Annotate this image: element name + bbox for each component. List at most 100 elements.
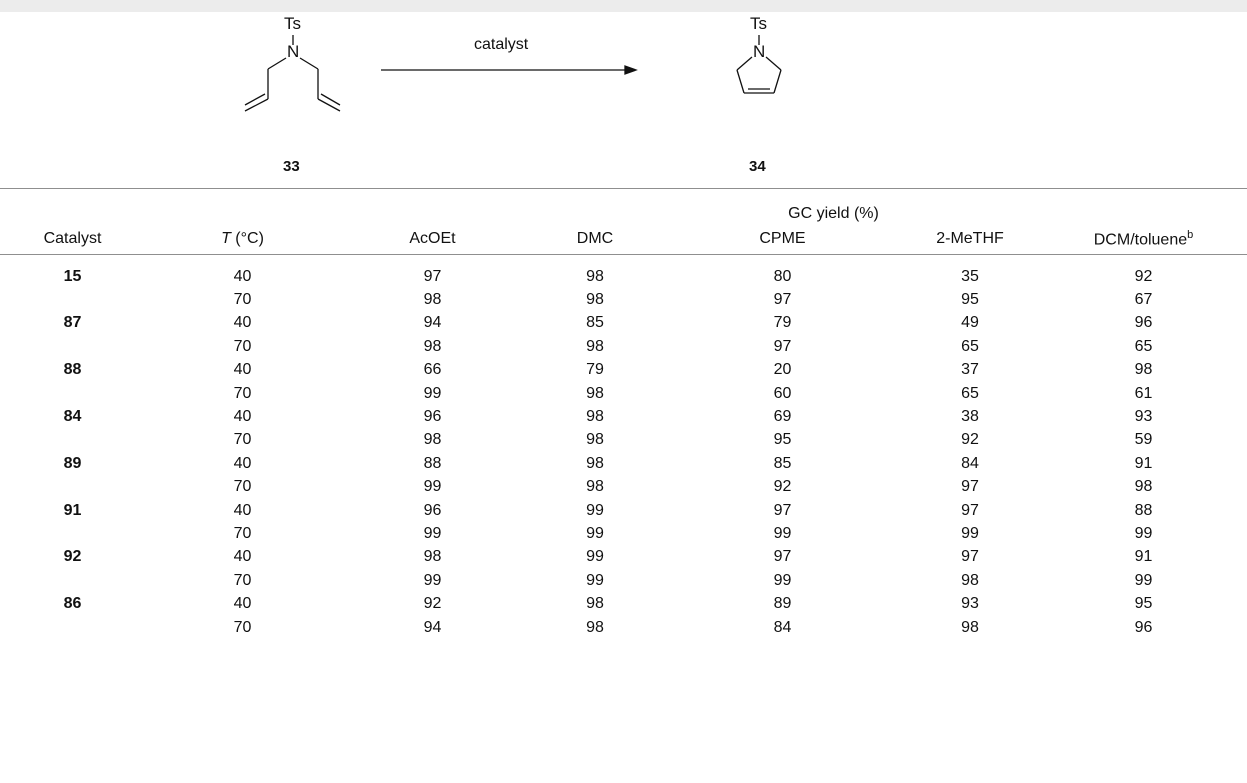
temperature-cell: 70 — [145, 569, 340, 592]
reactant-right-vinyl — [318, 99, 340, 111]
reactant-right-bond-1 — [300, 58, 318, 69]
product-ring-bond-2 — [737, 70, 744, 93]
top-band — [0, 0, 1247, 12]
table-row: 70 98 98 95 92 59 — [0, 429, 1247, 452]
header-dmc: DMC — [525, 223, 665, 255]
acoet-yield-cell: 99 — [340, 569, 525, 592]
table-row: 86 40 92 98 89 93 95 — [0, 592, 1247, 615]
catalyst-cell: 15 — [0, 255, 145, 288]
2-methf-yield-cell: 93 — [900, 592, 1040, 615]
header-temperature-unit: (°C) — [231, 230, 264, 247]
dmc-yield-cell: 85 — [525, 312, 665, 335]
acoet-yield-cell: 98 — [340, 335, 525, 358]
temperature-cell: 40 — [145, 405, 340, 428]
product-ts-label: Ts — [750, 15, 767, 32]
cpme-yield-cell: 89 — [665, 592, 900, 615]
2-methf-yield-cell: 97 — [900, 476, 1040, 499]
dmc-yield-cell: 98 — [525, 288, 665, 311]
arrow-label: catalyst — [474, 37, 528, 53]
cpme-yield-cell: 80 — [665, 255, 900, 288]
yield-table: GC yield (%) Catalyst T (°C) AcOEt DMC C… — [0, 197, 1247, 639]
temperature-cell: 70 — [145, 616, 340, 639]
dcm-toluene-yield-cell: 59 — [1040, 429, 1247, 452]
table-row: 70 99 98 92 97 98 — [0, 476, 1247, 499]
header-catalyst: Catalyst — [0, 223, 145, 255]
scheme-bonds — [0, 12, 1247, 182]
catalyst-cell — [0, 288, 145, 311]
catalyst-cell — [0, 476, 145, 499]
product-label: 34 — [749, 159, 766, 174]
table-row: 70 94 98 84 98 96 — [0, 616, 1247, 639]
table-row: 92 40 98 99 97 97 91 — [0, 546, 1247, 569]
dmc-yield-cell: 99 — [525, 499, 665, 522]
reaction-arrow-head — [625, 66, 636, 74]
table-row: 89 40 88 98 85 84 91 — [0, 452, 1247, 475]
catalyst-cell: 84 — [0, 405, 145, 428]
2-methf-yield-cell: 98 — [900, 569, 1040, 592]
table-row: 84 40 96 98 69 38 93 — [0, 405, 1247, 428]
table-row: 91 40 96 99 97 97 88 — [0, 499, 1247, 522]
table-top-rule — [0, 188, 1247, 189]
dmc-yield-cell: 98 — [525, 476, 665, 499]
span-header-row: GC yield (%) — [0, 197, 1247, 223]
table-row: 70 98 98 97 95 67 — [0, 288, 1247, 311]
header-2-methf: 2-MeTHF — [900, 223, 1040, 255]
table-body: 15 40 97 98 80 35 92 70 98 98 97 95 67 87 40 94 85 79 49 96… — [0, 255, 1247, 639]
2-methf-yield-cell: 65 — [900, 335, 1040, 358]
2-methf-yield-cell: 65 — [900, 382, 1040, 405]
acoet-yield-cell: 66 — [340, 359, 525, 382]
temperature-cell: 70 — [145, 476, 340, 499]
temperature-cell: 70 — [145, 382, 340, 405]
temperature-cell: 70 — [145, 335, 340, 358]
table-row: 88 40 66 79 20 37 98 — [0, 359, 1247, 382]
header-dcm-toluene-text: DCM/toluene — [1094, 231, 1187, 248]
table-row: 70 99 99 99 98 99 — [0, 569, 1247, 592]
dcm-toluene-yield-cell: 99 — [1040, 522, 1247, 545]
header-temperature: T (°C) — [145, 223, 340, 255]
reactant-left-bond-1 — [268, 58, 286, 69]
catalyst-cell: 86 — [0, 592, 145, 615]
dmc-yield-cell: 98 — [525, 452, 665, 475]
cpme-yield-cell: 95 — [665, 429, 900, 452]
reactant-right-vinyl-double — [321, 94, 340, 105]
acoet-yield-cell: 99 — [340, 382, 525, 405]
table-row: 15 40 97 98 80 35 92 — [0, 255, 1247, 288]
dcm-toluene-yield-cell: 91 — [1040, 452, 1247, 475]
catalyst-cell: 91 — [0, 499, 145, 522]
cpme-yield-cell: 97 — [665, 546, 900, 569]
column-header-row: Catalyst T (°C) AcOEt DMC CPME 2-MeTHF D… — [0, 223, 1247, 255]
catalyst-cell: 89 — [0, 452, 145, 475]
dmc-yield-cell: 79 — [525, 359, 665, 382]
dmc-yield-cell: 99 — [525, 546, 665, 569]
dmc-yield-cell: 98 — [525, 335, 665, 358]
catalyst-cell: 88 — [0, 359, 145, 382]
acoet-yield-cell: 96 — [340, 405, 525, 428]
cpme-yield-cell: 60 — [665, 382, 900, 405]
2-methf-yield-cell: 49 — [900, 312, 1040, 335]
cpme-yield-cell: 99 — [665, 522, 900, 545]
temperature-cell: 70 — [145, 429, 340, 452]
dmc-yield-cell: 98 — [525, 382, 665, 405]
2-methf-yield-cell: 98 — [900, 616, 1040, 639]
temperature-cell: 40 — [145, 499, 340, 522]
footnote-marker-b: b — [1187, 229, 1193, 241]
dcm-toluene-yield-cell: 98 — [1040, 476, 1247, 499]
2-methf-yield-cell: 95 — [900, 288, 1040, 311]
cpme-yield-cell: 97 — [665, 335, 900, 358]
reaction-scheme: Ts N 33 catalyst Ts N 34 — [0, 12, 1247, 182]
header-temperature-symbol: T — [221, 230, 231, 247]
dmc-yield-cell: 98 — [525, 616, 665, 639]
header-acoet: AcOEt — [340, 223, 525, 255]
header-dcm-toluene: DCM/tolueneb — [1040, 223, 1247, 255]
dcm-toluene-yield-cell: 96 — [1040, 312, 1247, 335]
temperature-cell: 40 — [145, 359, 340, 382]
2-methf-yield-cell: 35 — [900, 255, 1040, 288]
catalyst-cell — [0, 616, 145, 639]
catalyst-cell: 87 — [0, 312, 145, 335]
catalyst-cell: 92 — [0, 546, 145, 569]
dmc-yield-cell: 99 — [525, 569, 665, 592]
2-methf-yield-cell: 37 — [900, 359, 1040, 382]
table-row: 87 40 94 85 79 49 96 — [0, 312, 1247, 335]
temperature-cell: 40 — [145, 546, 340, 569]
dcm-toluene-yield-cell: 91 — [1040, 546, 1247, 569]
